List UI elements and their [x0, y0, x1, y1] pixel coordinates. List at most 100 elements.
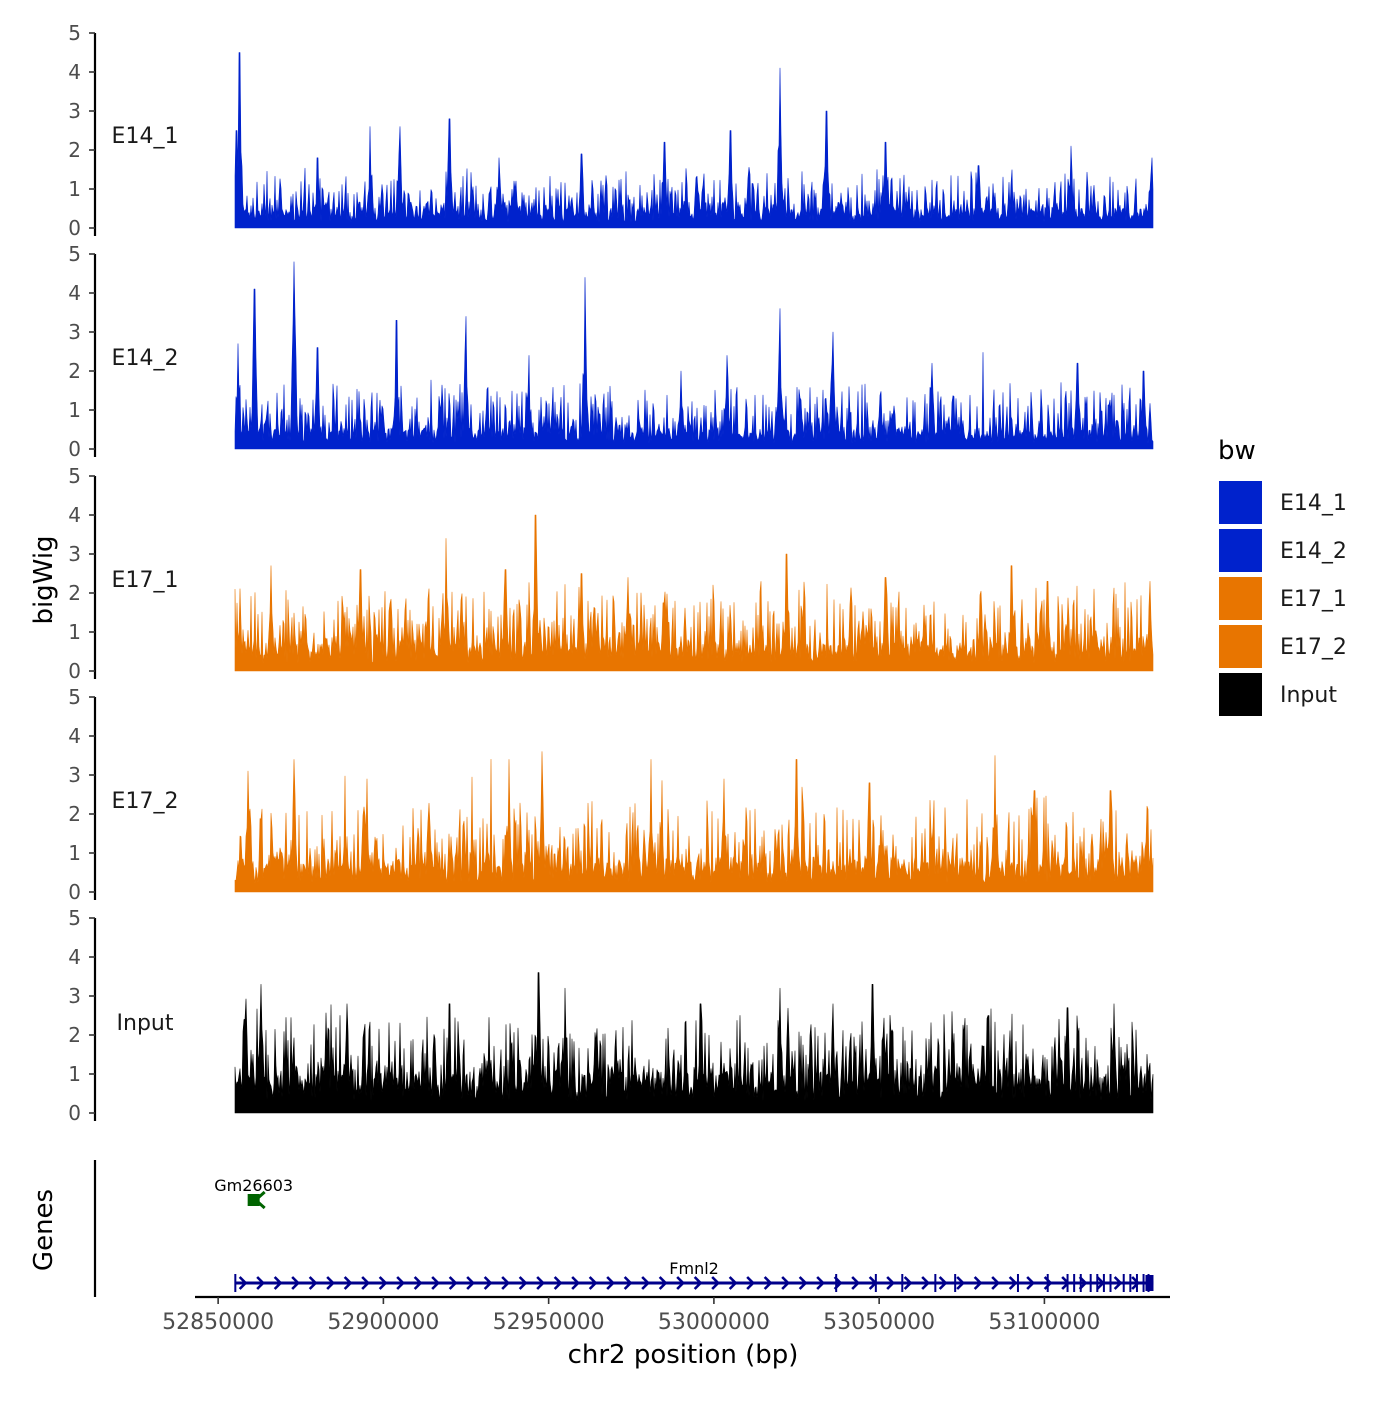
strand-chevron [448, 1276, 458, 1290]
y-tick-label: 5 [68, 242, 81, 266]
exon [1142, 1274, 1145, 1292]
tracks-layer: 0 1 2 3 4 5 E14_1 0 1 2 3 4 5 E14_2 0 1 2 3 4 5 E17_1 0 1 2 3 4 5 E… [68, 21, 1154, 1125]
y-tick-label: 3 [68, 763, 81, 787]
coverage-area [234, 751, 1154, 893]
track-label: E17_2 [112, 789, 179, 814]
track-e14-1: 0 1 2 3 4 5 E14_1 [68, 21, 1154, 240]
legend: bw E14_1 E14_2 E17_1 E17_2 Input [1217, 436, 1347, 718]
exon [934, 1274, 937, 1292]
exon [234, 1274, 237, 1292]
strand-chevron [501, 1276, 510, 1290]
exon [1122, 1274, 1125, 1292]
strand-chevron [956, 1276, 965, 1290]
strand-chevron [763, 1276, 773, 1290]
coverage-area [234, 52, 1154, 229]
strand-chevron [1043, 1276, 1053, 1290]
y-tick-label: 3 [68, 99, 81, 123]
x-axis-title: chr2 position (bp) [568, 1340, 799, 1370]
strand-chevron [378, 1276, 388, 1290]
track-input: 0 1 2 3 4 5 Input [68, 906, 1154, 1125]
legend-swatch [1217, 479, 1264, 526]
track-e17-1: 0 1 2 3 4 5 E17_1 [68, 464, 1154, 683]
y-tick-label: 5 [68, 685, 81, 709]
strand-chevron [798, 1276, 808, 1290]
x-axis: 52850000 52900000 52950000 53000000 53050000… [162, 1295, 1170, 1335]
strand-chevron [693, 1276, 703, 1290]
legend-swatch [1217, 671, 1264, 718]
x-tick-label: 52900000 [327, 1310, 439, 1335]
legend-label: Input [1280, 683, 1337, 708]
coverage-area [234, 261, 1154, 450]
strand-chevron [326, 1276, 335, 1290]
exon-terminal [1145, 1275, 1154, 1291]
exon [835, 1274, 838, 1292]
track-e17-2: 0 1 2 3 4 5 E17_2 [68, 685, 1154, 904]
strand-chevron [466, 1276, 475, 1290]
strand-chevron [238, 1276, 248, 1290]
y-tick-label: 1 [68, 177, 81, 201]
track-label: E17_1 [112, 568, 179, 593]
strand-chevron [886, 1276, 895, 1290]
legend-label: E14_2 [1280, 539, 1347, 564]
strand-chevron [641, 1276, 650, 1290]
y-tick-label: 0 [68, 216, 81, 240]
strand-chevron [431, 1276, 440, 1290]
x-tick-label: 53000000 [658, 1310, 770, 1335]
exon [1129, 1274, 1132, 1292]
exon [874, 1274, 877, 1292]
y-tick-label: 2 [68, 581, 81, 605]
strand-chevron [588, 1276, 598, 1290]
y-tick-label: 1 [68, 841, 81, 865]
y-tick-label: 5 [68, 464, 81, 488]
y-tick-label: 4 [68, 60, 81, 84]
exon [1089, 1274, 1092, 1292]
exon [954, 1274, 957, 1292]
gene-label: Gm26603 [214, 1176, 293, 1195]
strand-chevron [676, 1276, 685, 1290]
y-tick-label: 0 [68, 659, 81, 683]
exon [1016, 1274, 1019, 1292]
strand-chevron [413, 1276, 423, 1290]
strand-chevron [746, 1276, 755, 1290]
genes-layer: Gm26603 Fmnl2 [93, 1160, 1154, 1297]
y-tick-label: 5 [68, 21, 81, 45]
y-tick-label: 3 [68, 542, 81, 566]
legend-entry-e14-1: E14_1 [1217, 479, 1347, 526]
track-e14-2: 0 1 2 3 4 5 E14_2 [68, 242, 1154, 461]
y-tick-label: 2 [68, 802, 81, 826]
strand-chevron [1008, 1276, 1018, 1290]
legend-swatch [1217, 527, 1264, 574]
gene-fmnl2: Fmnl2 [234, 1259, 1154, 1292]
coverage-area [234, 972, 1154, 1114]
y-tick-label: 1 [68, 1062, 81, 1086]
exon [1096, 1274, 1099, 1292]
x-tick-label: 52850000 [162, 1310, 274, 1335]
track-label: Input [117, 1011, 174, 1036]
gene-strand-arrow [253, 1190, 266, 1210]
exon [1135, 1274, 1138, 1292]
strand-chevron [903, 1276, 913, 1290]
strand-chevron [921, 1276, 930, 1290]
y-axis-title: bigWig [29, 535, 59, 624]
strand-chevron [483, 1276, 493, 1290]
strand-chevron [396, 1276, 405, 1290]
strand-chevron [728, 1276, 738, 1290]
strand-chevron [816, 1276, 825, 1290]
strand-chevron [851, 1276, 860, 1290]
legend-entry-e17-2: E17_2 [1217, 623, 1347, 670]
legend-label: E14_1 [1280, 491, 1347, 516]
legend-title: bw [1218, 436, 1256, 466]
strand-chevron [973, 1276, 983, 1290]
strand-chevron [343, 1276, 353, 1290]
strand-chevron [991, 1276, 1000, 1290]
exon [901, 1274, 904, 1292]
strand-chevron [571, 1276, 580, 1290]
strand-chevron [781, 1276, 790, 1290]
genes-axis-title: Genes [29, 1189, 59, 1271]
y-tick-label: 5 [68, 906, 81, 930]
strand-chevron [256, 1276, 265, 1290]
strand-chevron [308, 1276, 318, 1290]
y-tick-label: 2 [68, 359, 81, 383]
